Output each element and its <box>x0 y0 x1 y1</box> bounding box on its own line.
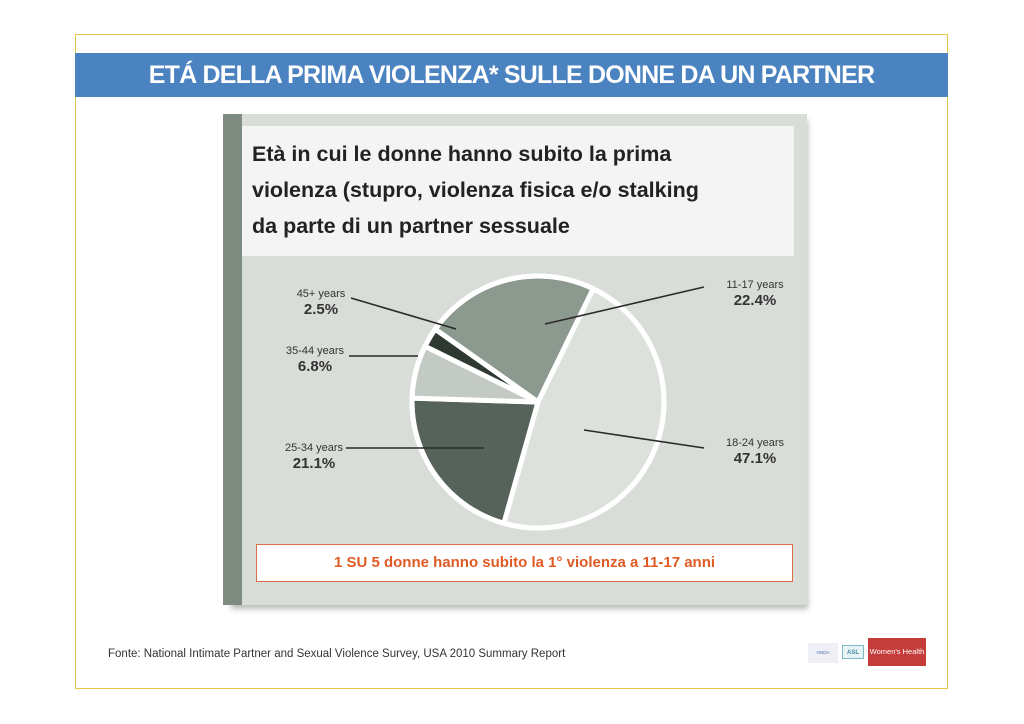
slice-value: 2.5% <box>304 301 338 318</box>
slice-label: 25-34 years <box>285 442 344 454</box>
slice-value: 6.8% <box>298 358 332 375</box>
logo-onda: ONDA OSSERVATORIO <box>808 643 838 663</box>
pie-outline <box>409 273 667 531</box>
slice-value: 22.4% <box>734 292 777 309</box>
slice-label: 18-24 years <box>726 437 785 449</box>
leader-line <box>350 297 457 330</box>
logo-asl: ASL <box>842 645 864 659</box>
page-title: ETÁ DELLA PRIMA VIOLENZA* SULLE DONNE DA… <box>75 53 948 97</box>
chart-title: Età in cui le donne hanno subito la prim… <box>242 126 794 256</box>
logo-strip: ONDA OSSERVATORIO ASL Women's Health <box>808 637 926 667</box>
slice-value: 47.1% <box>734 450 777 467</box>
slice-label: 45+ years <box>297 288 346 300</box>
slice-label: 35-44 years <box>286 345 345 357</box>
leader-line <box>544 286 705 325</box>
slice-label: 11-17 years <box>726 279 784 291</box>
chart-title-line: violenza (stupro, violenza fisica e/o st… <box>252 178 699 202</box>
chart-title-line: Età in cui le donne hanno subito la prim… <box>252 142 672 166</box>
page-frame <box>75 34 948 689</box>
slice-value: 21.1% <box>293 455 336 472</box>
callout-box: 1 SU 5 donne hanno subito la 1° violenza… <box>256 544 793 582</box>
chart-title-line: da parte di un partner sessuale <box>252 214 570 238</box>
logo-womens-health: Women's Health <box>868 638 926 666</box>
source-note: Fonte: National Intimate Partner and Sex… <box>108 648 566 660</box>
leader-line <box>583 429 705 449</box>
panel-stripe <box>223 114 242 605</box>
